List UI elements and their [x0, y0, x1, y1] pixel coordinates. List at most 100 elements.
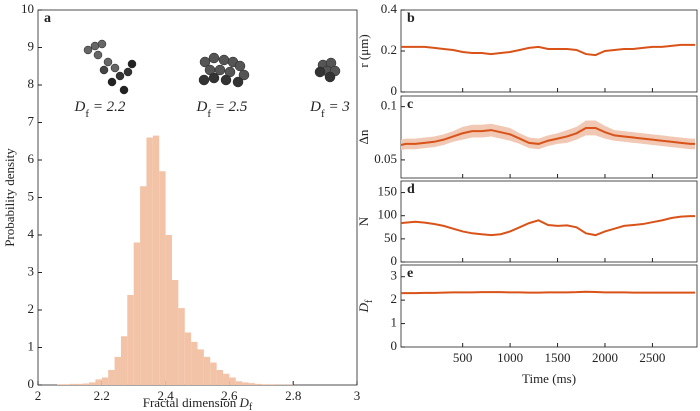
y-tick-label: 50	[384, 230, 397, 245]
annotation-value: = 2.2	[89, 99, 126, 115]
histogram-bar	[178, 308, 185, 385]
symbol: D	[74, 99, 86, 115]
y-tick-label: 8	[28, 76, 35, 91]
histogram-bar	[165, 235, 172, 385]
histogram-bar	[108, 370, 115, 385]
panel-label: c	[407, 97, 413, 112]
y-tick-label: 0.4	[381, 1, 398, 16]
y-tick-label: 3	[28, 263, 35, 278]
cluster-icon	[314, 57, 341, 83]
histogram-bar	[254, 383, 262, 385]
y-axis-label: N	[356, 216, 371, 226]
y-tick-label: 0.2	[381, 42, 397, 57]
y-axis-label: Δn	[356, 129, 371, 144]
histogram-bar	[216, 370, 224, 385]
histogram-bar	[235, 381, 243, 385]
y-tick-label: 10	[21, 1, 34, 16]
y-tick-label: 2	[391, 291, 398, 306]
y-axis-label: r (μm)	[356, 34, 371, 67]
x-tick-label: 2.2	[94, 388, 110, 403]
histogram-bar	[223, 373, 230, 385]
x-tick-label: 1500	[545, 350, 571, 365]
x-tick-label: 2000	[592, 350, 618, 365]
annotation: Df = 2.5	[196, 99, 248, 119]
y-tick-label: 7	[28, 113, 35, 128]
y-tick-label: 0	[391, 338, 398, 353]
y-tick-label: 9	[28, 38, 35, 53]
y-tick-label: 0.1	[381, 98, 397, 113]
x-tick-label: 3	[354, 388, 361, 403]
annotation: Df = 2.2	[74, 99, 126, 119]
histogram-bar	[159, 171, 166, 385]
histogram-bar	[76, 383, 83, 385]
y-tick-label: 2	[28, 301, 35, 316]
histogram-bar	[248, 383, 255, 385]
x-tick-label: 2.8	[285, 388, 301, 403]
x-tick-label: 2500	[639, 350, 665, 365]
histogram-bar	[89, 382, 96, 385]
y-axis-label: Df	[356, 299, 375, 313]
plot-frame	[400, 9, 698, 93]
histogram-bar	[210, 362, 217, 385]
line	[401, 290, 696, 295]
histogram-bar	[63, 384, 70, 385]
histogram-bar	[57, 384, 64, 385]
histogram-bar	[146, 137, 153, 385]
panel-label: a	[44, 11, 51, 26]
histogram-bar	[95, 379, 102, 385]
line	[400, 126, 696, 146]
histogram-bar	[229, 377, 236, 385]
x-axis-label: Fractal dimension Df	[143, 395, 253, 411]
histogram-bar	[261, 384, 268, 385]
histogram-bar	[114, 356, 121, 385]
symbol: D	[196, 99, 208, 115]
histogram-bar	[171, 280, 179, 385]
histogram-bar	[133, 242, 141, 385]
panel-label: b	[407, 11, 415, 26]
plot-frame	[400, 95, 698, 179]
subscript: f	[85, 108, 89, 120]
subscript: f	[364, 299, 375, 303]
x-tick-label: 1000	[497, 350, 523, 365]
y-tick-label: 0	[28, 376, 35, 391]
plot-frame	[37, 9, 358, 386]
cluster-icon	[198, 52, 250, 88]
histogram-bar	[140, 186, 147, 385]
label-text: Fractal dimension	[143, 395, 240, 410]
y-tick-label: 6	[28, 151, 35, 166]
panel-label: d	[407, 182, 415, 197]
x-tick-label: 2	[35, 388, 42, 403]
histogram-bar	[197, 349, 204, 385]
histogram-bar	[267, 384, 275, 385]
subscript: f	[249, 402, 253, 411]
histogram-bar	[69, 383, 77, 385]
y-tick-label: 1	[28, 338, 35, 353]
symbol: D	[356, 302, 371, 313]
x-tick-label: 500	[453, 350, 473, 365]
histogram-bar	[82, 383, 90, 385]
plot-frame	[400, 180, 698, 263]
line	[400, 215, 696, 237]
line	[401, 43, 696, 57]
x-tick-label: 2.4	[157, 388, 174, 403]
symbol: D	[309, 99, 321, 115]
panel-label: e	[407, 266, 413, 281]
error-band	[401, 120, 696, 151]
x-tick-label: 2.6	[221, 388, 238, 403]
cluster-icon	[83, 39, 137, 95]
annotation-value: = 3	[325, 99, 350, 115]
y-tick-label: 150	[378, 184, 398, 199]
annotation: Df = 3	[309, 99, 350, 119]
subscript: f	[207, 108, 211, 120]
histogram-bar	[127, 295, 134, 385]
y-tick-label: 4	[28, 226, 35, 241]
y-tick-label: 0	[391, 83, 398, 98]
histogram-bar	[120, 336, 128, 385]
histogram-bar	[203, 356, 211, 385]
y-tick-label: 1	[391, 315, 398, 330]
annotation-value: = 2.5	[211, 99, 248, 115]
y-tick-label: 5	[28, 188, 35, 203]
y-tick-label: 0	[391, 253, 398, 268]
histogram-bar	[101, 377, 109, 385]
